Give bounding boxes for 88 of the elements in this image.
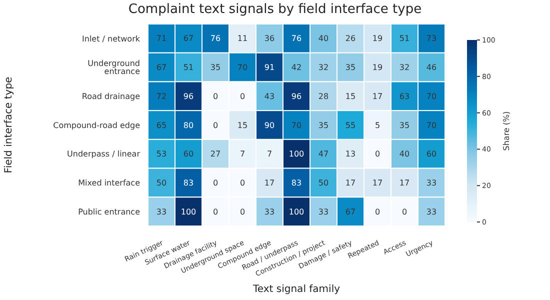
data-label: 43 [264, 92, 275, 101]
color-bar-title: Share (%) [502, 111, 511, 151]
data-label: 91 [264, 63, 275, 72]
data-label: 50 [318, 178, 329, 188]
data-label: 70 [426, 120, 437, 130]
data-label: 72 [156, 92, 167, 101]
data-label: 0 [240, 92, 246, 101]
data-label: 83 [183, 178, 194, 188]
data-label: 51 [399, 34, 410, 44]
data-label: 17 [345, 178, 356, 188]
data-label: 60 [183, 150, 194, 159]
data-label: 27 [210, 150, 221, 159]
data-label: 46 [426, 63, 437, 72]
data-label: 35 [210, 63, 221, 72]
data-label: 33 [426, 207, 437, 216]
data-label: 17 [372, 178, 383, 188]
y-tick-label: Compound-road edge [53, 120, 140, 130]
data-label: 96 [183, 92, 194, 101]
data-label: 40 [318, 34, 329, 44]
data-label: 73 [426, 34, 437, 44]
data-label: 17 [399, 178, 410, 188]
data-label: 0 [374, 150, 380, 159]
y-tick-label: Underpass / linear [67, 150, 141, 159]
data-label: 70 [426, 92, 437, 101]
data-label: 11 [237, 34, 248, 44]
y-axis-title: Field interface type [4, 76, 15, 174]
data-label: 32 [399, 63, 410, 72]
data-label: 100 [288, 207, 304, 216]
data-label: 7 [240, 150, 246, 159]
data-label: 33 [264, 207, 275, 216]
data-label: 55 [345, 120, 356, 130]
data-label: 28 [318, 92, 329, 101]
data-label: 100 [180, 207, 196, 216]
data-label: 42 [291, 63, 302, 72]
data-label: 7 [266, 150, 272, 159]
data-label: 35 [318, 120, 329, 130]
data-label: 32 [318, 63, 329, 72]
data-label: 70 [291, 120, 302, 130]
data-label: 50 [156, 178, 167, 188]
data-label: 26 [345, 34, 356, 44]
data-label: 35 [345, 63, 356, 72]
data-label: 5 [374, 120, 380, 130]
data-label: 80 [183, 120, 194, 130]
data-label: 67 [156, 63, 167, 72]
data-label: 0 [240, 207, 246, 216]
y-tick-label: Inlet / network [82, 34, 140, 44]
y-tick-label: Underground entrance [88, 59, 140, 76]
data-label: 51 [183, 63, 194, 72]
data-label: 0 [212, 92, 218, 101]
y-tick-label: Public entrance [78, 207, 140, 216]
chart-title: Complaint text signals by field interface type [127, 2, 423, 17]
data-label: 0 [212, 178, 218, 188]
data-label: 83 [291, 178, 302, 188]
data-label: 0 [212, 120, 218, 130]
data-label: 0 [212, 207, 218, 216]
data-label: 36 [264, 34, 275, 44]
data-label: 65 [156, 120, 167, 130]
data-label: 13 [345, 150, 356, 159]
data-label: 15 [237, 120, 248, 130]
data-label: 47 [318, 150, 329, 159]
data-label: 0 [240, 178, 246, 188]
data-label: 33 [426, 178, 437, 188]
data-label: 17 [372, 92, 383, 101]
data-label: 100 [288, 150, 304, 159]
data-label: 33 [318, 207, 329, 216]
data-label: 63 [399, 92, 410, 101]
data-label: 15 [345, 92, 356, 101]
data-label: 33 [156, 207, 167, 216]
data-label: 60 [426, 150, 437, 159]
data-label: 17 [264, 178, 275, 188]
y-tick-label: Road drainage [82, 92, 140, 101]
data-label: 76 [210, 34, 221, 44]
y-tick-label: Mixed interface [78, 178, 140, 188]
data-label: 40 [399, 150, 410, 159]
data-label: 19 [372, 63, 383, 72]
data-label: 35 [399, 120, 410, 130]
data-label: 70 [237, 63, 248, 72]
data-label: 67 [183, 34, 194, 44]
data-label: 19 [372, 34, 383, 44]
data-label: 96 [291, 92, 302, 101]
data-label: 90 [264, 120, 275, 130]
data-label: 71 [156, 34, 167, 44]
data-label: 0 [374, 207, 380, 216]
data-label: 0 [402, 207, 408, 216]
x-axis-title: Text signal family [252, 284, 340, 295]
data-label: 76 [291, 34, 302, 44]
data-label: 67 [345, 207, 356, 216]
data-label: 53 [156, 150, 167, 159]
